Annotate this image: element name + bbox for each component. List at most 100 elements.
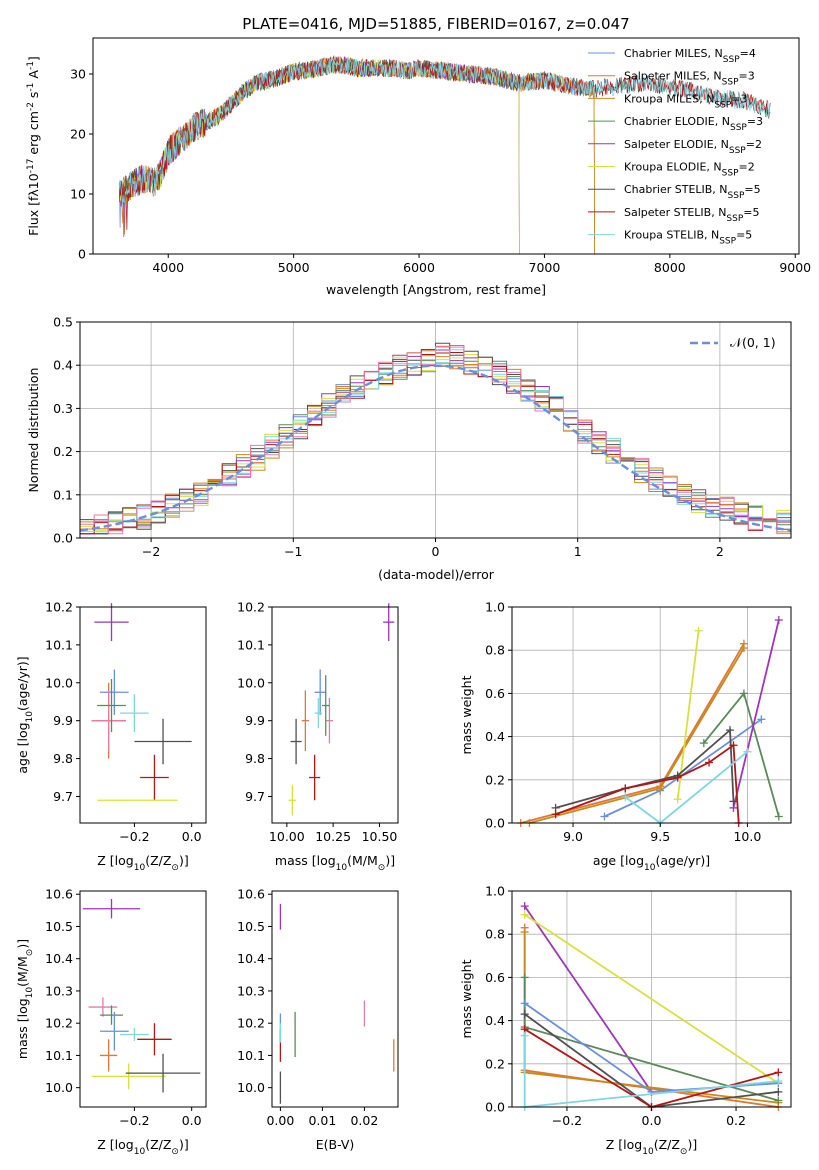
- y-tick-label: 0.0: [485, 816, 505, 831]
- y-tick-label: 0.0: [53, 531, 73, 546]
- errorbar-point: [91, 690, 126, 751]
- legend-entry-part: Salpeter STELIB, N: [624, 206, 726, 219]
- x-axis-label-part: mass [log: [275, 853, 336, 868]
- y-tick-label: 1.0: [485, 884, 505, 899]
- y-axis-label-part: 10: [25, 987, 35, 999]
- errorbar-point: [100, 1039, 118, 1072]
- y-tick-label: 10.3: [45, 983, 73, 998]
- series-line: [529, 647, 745, 824]
- x-tick-label: 0.0: [182, 1113, 202, 1128]
- errorbar-point: [314, 669, 326, 715]
- x-tick-label: 6000: [403, 260, 435, 275]
- axes-frame: [511, 606, 792, 824]
- legend-entry-part: SSP: [714, 100, 731, 110]
- spectrum-y-axis-label-part: 10: [26, 173, 41, 189]
- y-tick-label: 9.7: [53, 789, 73, 804]
- y-tick-label: 0.2: [53, 444, 73, 459]
- series-marker: [520, 999, 529, 1008]
- y-tick-label: 10.1: [45, 1048, 73, 1063]
- errorbar-point: [140, 754, 169, 801]
- errorbar-point: [314, 697, 323, 729]
- y-axis-label: age [log10(age/yr)]: [15, 656, 35, 773]
- mass-vs-metallicity-panel: −0.2 0.0 10.0 10.1 10.2 10.3 10.4 10.5 10.6 Z [lo…: [15, 887, 207, 1157]
- x-axis-label: Z [log10(Z/Z⊙)]: [606, 1137, 697, 1157]
- massweight-vs-age-panel: 9.0 9.5 10.0 0.0 0.2 0.4 0.6 0.8 1.0 age [log10(a…: [459, 600, 792, 873]
- series-marker: [520, 910, 529, 919]
- y-tick-label: 0.5: [53, 315, 73, 330]
- series-marker: [520, 928, 529, 937]
- x-axis-label: Z [log10(Z/Z⊙)]: [97, 853, 188, 873]
- x-axis-label-part: 10: [134, 1147, 146, 1157]
- y-tick-label: 0.1: [53, 487, 73, 502]
- x-tick-label: 10.50: [362, 829, 398, 844]
- y-tick-label: 1.0: [485, 600, 505, 615]
- x-axis-label-part: 10: [644, 863, 656, 873]
- y-tick-label: 10.3: [237, 983, 265, 998]
- series-marker: [774, 1068, 783, 1077]
- y-tick-label: 20: [70, 127, 86, 142]
- legend-entry-part: =3: [731, 92, 747, 105]
- series-marker: [774, 1096, 783, 1105]
- y-tick-label: 9.9: [53, 713, 73, 728]
- x-tick-label: −1: [284, 544, 302, 559]
- spectrum-title: PLATE=0416, MJD=51885, FIBERID=0167, z=0…: [242, 15, 629, 33]
- series-marker: [757, 715, 766, 724]
- series-marker: [725, 726, 734, 735]
- x-tick-label: 10.00: [269, 829, 305, 844]
- x-axis-label-part: ⊙: [171, 863, 179, 873]
- legend-entry: Salpeter MILES, NSSP=3: [624, 70, 755, 88]
- x-tick-label: 4000: [152, 260, 184, 275]
- massweight-series: [551, 741, 743, 827]
- legend-entry-part: SSP: [719, 237, 736, 247]
- residuals-x-axis-label: (data-model)/error: [378, 567, 495, 582]
- y-tick-label: 10.4: [237, 951, 265, 966]
- legend-entry-part: =2: [746, 138, 762, 151]
- y-tick-label: 0.0: [485, 1100, 505, 1115]
- x-axis-label-part: )]: [179, 853, 189, 868]
- spectrum-series-line: [118, 56, 771, 206]
- y-tick-label: 9.8: [245, 751, 265, 766]
- legend-entry-part: =5: [743, 206, 759, 219]
- spectrum-y-axis-label: Flux [fλ10-17 erg cm-2 s-1 A-1]: [26, 56, 41, 236]
- spectrum-y-axis-label-part: s: [26, 92, 41, 103]
- spectrum-y-axis-label-part: -1: [26, 61, 36, 70]
- errorbar-point: [322, 675, 330, 736]
- legend-entry-part: SSP: [729, 146, 746, 156]
- errorbar-point: [100, 669, 129, 715]
- x-tick-label: 2: [716, 544, 724, 559]
- series-marker: [774, 1087, 783, 1096]
- x-axis-label-part: Z [log: [97, 1137, 133, 1152]
- series-marker: [673, 795, 682, 804]
- y-axis-label-part: ⊙: [25, 949, 35, 957]
- x-tick-label: 9.5: [650, 829, 670, 844]
- y-tick-label: 10.2: [237, 1016, 265, 1031]
- massweight-series: [516, 639, 748, 827]
- series-marker: [551, 810, 560, 819]
- y-tick-label: 0.4: [485, 729, 505, 744]
- series-marker: [699, 739, 708, 748]
- errorbar-point: [82, 899, 141, 919]
- legend-entry: Kroupa STELIB, NSSP=5: [624, 229, 752, 247]
- series-marker: [774, 615, 783, 624]
- massweight-series: [729, 615, 783, 812]
- x-tick-label: 10.0: [733, 829, 761, 844]
- legend-entry-part: Chabrier STELIB, N: [624, 183, 728, 196]
- x-tick-label: 8000: [654, 260, 686, 275]
- y-tick-label: 9.9: [245, 713, 265, 728]
- y-tick-label: 10.0: [45, 1080, 73, 1095]
- spectrum-x-axis-label: wavelength [Angstrom, rest frame]: [326, 282, 546, 297]
- spectrum-panel: 4000 5000 6000 7000 8000 9000 0 10 20 30 wavelengt…: [26, 37, 811, 297]
- errorbar-point: [91, 1063, 166, 1090]
- series-marker: [729, 741, 738, 750]
- legend-entry: Kroupa MILES, NSSP=3: [624, 92, 748, 110]
- legend-entry-part: Salpeter MILES, N: [624, 70, 722, 83]
- series-marker: [600, 812, 609, 821]
- x-tick-label: 0.0: [642, 1113, 662, 1128]
- legend-entry-part: =5: [744, 183, 760, 196]
- y-tick-label: 10.0: [237, 1080, 265, 1095]
- errorbar-point: [290, 718, 302, 765]
- spectrum-y-axis-label-part: Flux [f: [26, 196, 41, 236]
- legend-entry-part: =2: [739, 161, 755, 174]
- x-axis-label-part: ⊙: [378, 863, 386, 873]
- x-tick-label: 0.00: [266, 1113, 294, 1128]
